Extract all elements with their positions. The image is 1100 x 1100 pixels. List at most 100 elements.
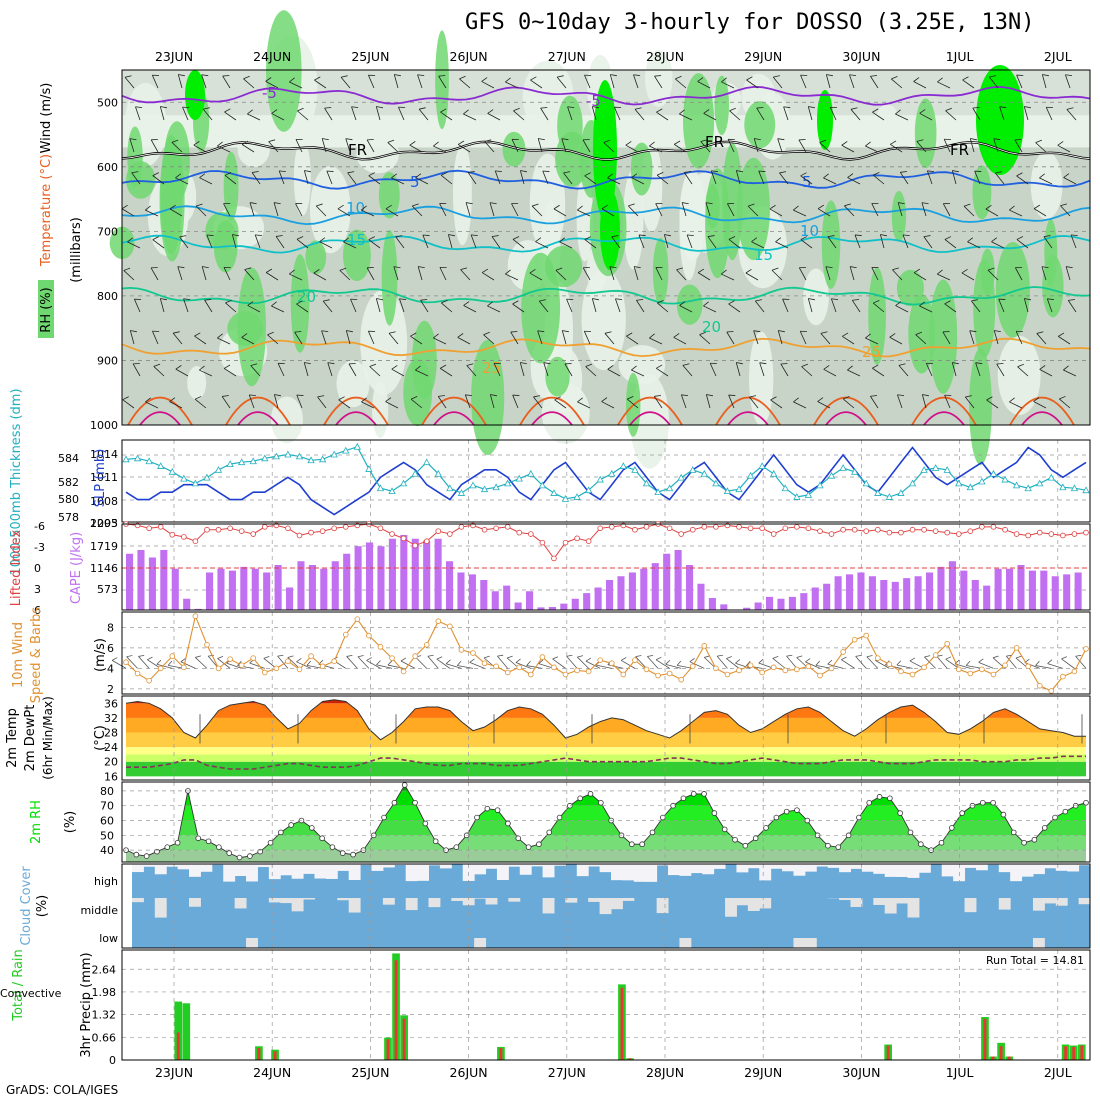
rh-point bbox=[288, 822, 294, 828]
wind-speed-point bbox=[655, 672, 661, 679]
wind-barb-flag bbox=[494, 362, 501, 364]
cloud-high-gap bbox=[166, 864, 179, 867]
surface-wind-barb-staff bbox=[841, 659, 855, 669]
temp-color-band bbox=[126, 754, 1086, 762]
wind-barb-staff bbox=[582, 139, 591, 153]
wind-barb-flag bbox=[222, 75, 230, 77]
thickness-point bbox=[1082, 486, 1090, 494]
wind-barb-flag bbox=[244, 267, 252, 270]
thickness-point bbox=[665, 484, 674, 492]
wind-barb-staff bbox=[340, 76, 351, 89]
wind-barb-staff bbox=[463, 305, 477, 313]
wind-barb bbox=[601, 397, 615, 409]
wind-barb bbox=[177, 266, 185, 281]
rh-color-band bbox=[126, 820, 1086, 836]
surface-wind-barb-flag bbox=[167, 660, 173, 666]
wind-speed-point bbox=[608, 660, 615, 667]
thickness-point bbox=[1024, 484, 1032, 492]
lifted-index-point bbox=[389, 531, 395, 537]
freezing-line-core bbox=[121, 141, 1091, 161]
rh-moist-blob bbox=[378, 172, 400, 219]
wind-barb bbox=[487, 109, 501, 121]
wind-barb-staff bbox=[1039, 368, 1053, 377]
wind-barb-staff bbox=[728, 394, 735, 409]
lifted-index-point bbox=[585, 538, 592, 544]
wind-barb bbox=[315, 203, 327, 217]
wind-barb-flag bbox=[555, 267, 563, 271]
wind-barb-flag bbox=[279, 170, 286, 173]
wind-barb-staff bbox=[297, 110, 309, 121]
wind-barb-flag bbox=[361, 397, 367, 403]
wind-barb-flag bbox=[433, 141, 439, 147]
wind-barb-staff bbox=[1009, 209, 1023, 217]
wind-barb-staff bbox=[926, 170, 933, 185]
wind-barb-flag bbox=[385, 204, 392, 210]
thickness-ytick: 578 bbox=[58, 511, 79, 524]
wind-barb-flag bbox=[201, 74, 209, 77]
top-date-label: 25JUN bbox=[351, 49, 389, 64]
surface-wind-barb bbox=[445, 659, 462, 669]
wind-speed-point bbox=[689, 663, 696, 670]
wind-barb bbox=[314, 76, 327, 89]
wind-barb-flag bbox=[577, 205, 583, 211]
wind-barb bbox=[628, 203, 639, 217]
rh-point bbox=[773, 814, 780, 821]
surface-wind-barb bbox=[526, 660, 543, 669]
wind-barb-staff bbox=[986, 399, 999, 409]
wind-barb-flag bbox=[255, 234, 262, 237]
wind-barb-staff bbox=[542, 170, 549, 185]
wind-barb-flag bbox=[553, 204, 560, 210]
wind-barb-flag bbox=[391, 173, 398, 179]
wind-barb-flag bbox=[512, 300, 519, 305]
wind-barb-staff bbox=[483, 334, 495, 345]
wind-barb-flag bbox=[1058, 332, 1065, 337]
wind-barb bbox=[159, 106, 167, 121]
wind-barb-staff bbox=[951, 362, 957, 377]
rh-moist-blob bbox=[164, 121, 190, 202]
precip-frame bbox=[121, 949, 1091, 1061]
cloud-high-gap bbox=[953, 864, 966, 882]
lifted-index-point bbox=[447, 531, 453, 537]
surface-wind-barb-staff bbox=[1035, 665, 1052, 669]
wind-barb-flag bbox=[123, 267, 131, 271]
wind-barb-flag bbox=[368, 236, 375, 241]
wind-barb bbox=[267, 331, 279, 345]
precip-convective-bar bbox=[999, 1046, 1003, 1060]
wind-barb-staff bbox=[1023, 298, 1029, 313]
wind-barb bbox=[295, 138, 303, 153]
wind-barb-staff bbox=[849, 74, 855, 89]
wind-barb bbox=[418, 107, 429, 121]
wind-barb-flag bbox=[489, 202, 497, 205]
wind-barb-flag bbox=[577, 397, 583, 403]
wind-barb-staff bbox=[418, 108, 429, 121]
precip-ytick: 1.32 bbox=[92, 1009, 117, 1022]
lifted-index-point bbox=[1048, 531, 1055, 537]
precip-convective-bar bbox=[402, 1018, 406, 1060]
wind-barb-staff bbox=[969, 138, 975, 153]
lifted-index-point bbox=[481, 526, 488, 533]
cloud-middle-gap bbox=[873, 898, 886, 905]
cloud-high-gap bbox=[941, 864, 954, 877]
surface-wind-barb bbox=[772, 655, 786, 669]
wind-barb-flag bbox=[585, 363, 593, 367]
surface-wind-barb-staff bbox=[457, 665, 474, 669]
wind-barb bbox=[321, 138, 329, 153]
wind-barb bbox=[898, 363, 909, 377]
wind-barb-staff bbox=[440, 111, 453, 121]
cloud-middle-gap bbox=[303, 898, 315, 900]
wind-barb-flag bbox=[902, 234, 910, 236]
wind-barb bbox=[489, 202, 497, 217]
surface-wind-barb-staff bbox=[497, 655, 508, 669]
surface-wind-barb-flag bbox=[156, 659, 162, 665]
wind-barb-staff bbox=[919, 305, 933, 313]
wind-barb bbox=[457, 140, 471, 153]
slp-frame bbox=[121, 439, 1091, 523]
cape-ytick: 1719 bbox=[90, 540, 118, 553]
wind-barb-staff bbox=[663, 234, 669, 249]
wind-barb-flag bbox=[224, 172, 232, 176]
wind-barb bbox=[782, 298, 790, 313]
cape-bar bbox=[251, 568, 259, 610]
wind-barb bbox=[538, 299, 549, 313]
temp-ytick: 24 bbox=[104, 741, 118, 754]
wind-barb-flag bbox=[512, 236, 520, 240]
